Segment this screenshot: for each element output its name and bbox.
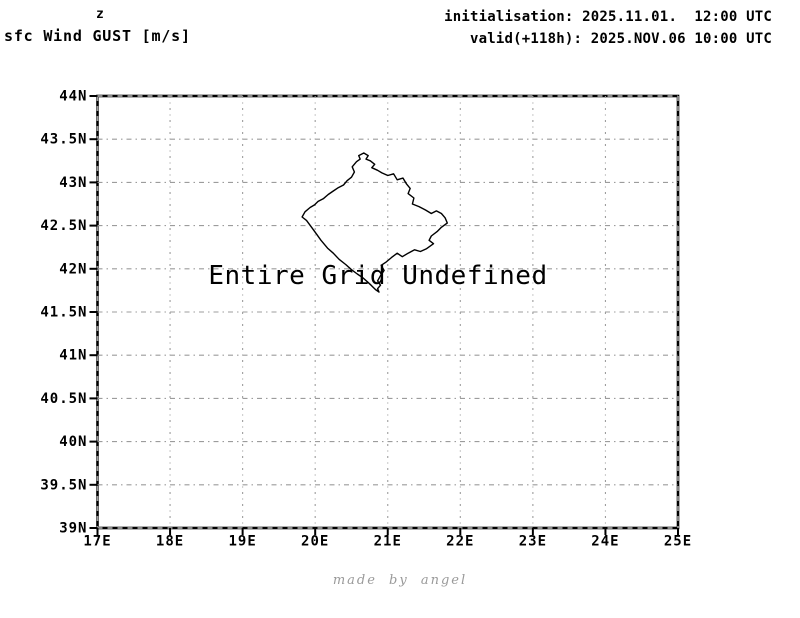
x-tick-label: 20E (301, 534, 329, 550)
y-tick-label: 43.5N (40, 132, 87, 148)
x-tick-label: 21E (374, 534, 402, 550)
y-tick-label: 44N (59, 89, 87, 105)
x-tick-label: 23E (519, 534, 547, 550)
x-tick-label: 24E (591, 534, 619, 550)
level-label: z (96, 7, 104, 22)
x-tick-label: 17E (83, 534, 111, 550)
y-tick-label: 39.5N (40, 477, 87, 493)
forecast-times: initialisation: 2025.11.01. 12:00 UTC va… (444, 6, 772, 50)
grid-undefined-message: Entire Grid Undefined (208, 261, 548, 291)
credit-text: made by angel (332, 573, 468, 588)
y-tick-label: 40.5N (40, 391, 87, 407)
y-tick-label: 42N (59, 261, 87, 277)
y-tick-label: 41.5N (40, 305, 87, 321)
y-tick-label: 41N (59, 348, 87, 364)
x-tick-label: 25E (664, 534, 692, 550)
valid-time: valid(+118h): 2025.NOV.06 10:00 UTC (469, 31, 772, 47)
y-tick-label: 39N (59, 521, 87, 537)
country-outline-kosovo (301, 152, 448, 293)
y-tick-label: 43N (59, 175, 87, 191)
x-tick-label: 18E (156, 534, 184, 550)
y-tick-label: 40N (59, 434, 87, 450)
initialisation-time: initialisation: 2025.11.01. 12:00 UTC (444, 9, 772, 25)
y-tick-label: 42.5N (40, 218, 87, 234)
x-tick-label: 19E (228, 534, 256, 550)
variable-title: sfc Wind GUST [m/s] (4, 27, 191, 45)
x-tick-label: 22E (446, 534, 474, 550)
